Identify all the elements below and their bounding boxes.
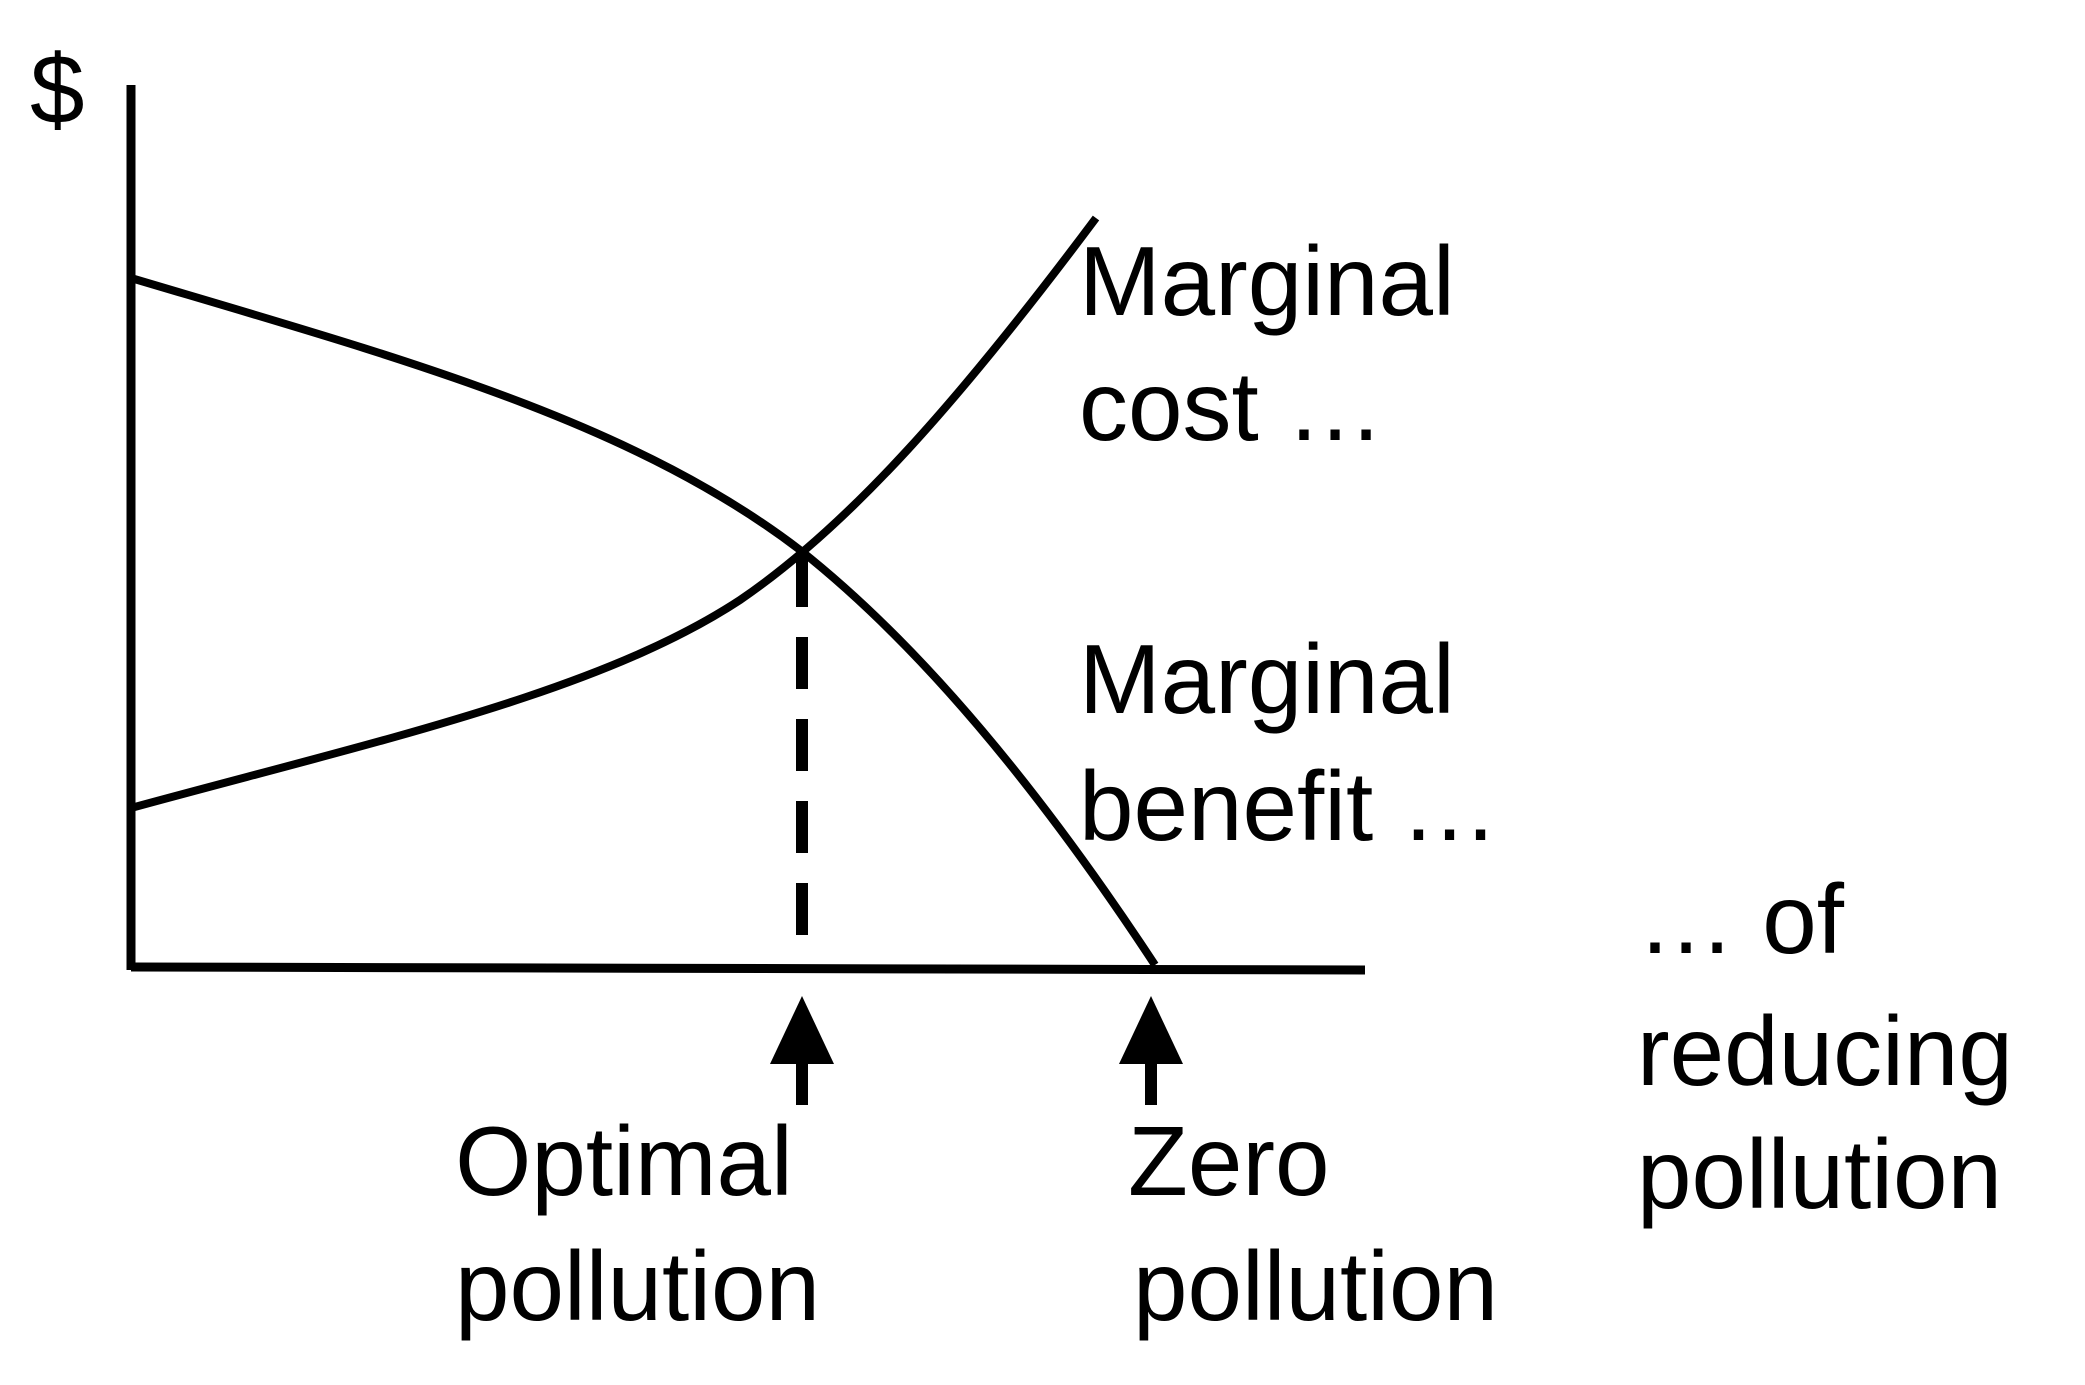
marginal-cost-label-line2: cost … [1079,351,1384,461]
optimal-pollution-label: Optimal pollution [455,1106,820,1341]
x-axis-label-line1: … of [1637,864,1845,974]
zero-pollution-label-line1: Zero [1128,1106,1330,1216]
x-axis-label-line2: reducing [1637,996,2013,1106]
x-axis-label-line3: pollution [1637,1119,2002,1229]
x-axis-label: … of reducing pollution [1637,864,2040,1229]
marginal-cost-label: Marginal cost … [1079,226,1482,461]
marginal-cost-curve [129,215,1100,812]
marginal-benefit-label-line1: Marginal [1079,624,1455,734]
marginal-cost-label-line1: Marginal [1079,226,1455,336]
marginal-benefit-label: Marginal benefit … [1079,624,1498,861]
zero-pollution-label-line2: pollution [1133,1231,1498,1341]
marginal-benefit-curve [129,274,1159,968]
y-axis-label: $ [30,34,85,144]
zero-arrow-icon [1119,996,1183,1105]
optimal-pollution-label-line2: pollution [455,1231,820,1341]
marginal-benefit-label-line2: benefit … [1079,751,1498,861]
zero-pollution-label: Zero pollution [1128,1106,1498,1341]
optimal-pollution-label-line1: Optimal [455,1106,793,1216]
x-axis [130,962,1366,975]
optimal-arrow-icon [770,996,834,1105]
